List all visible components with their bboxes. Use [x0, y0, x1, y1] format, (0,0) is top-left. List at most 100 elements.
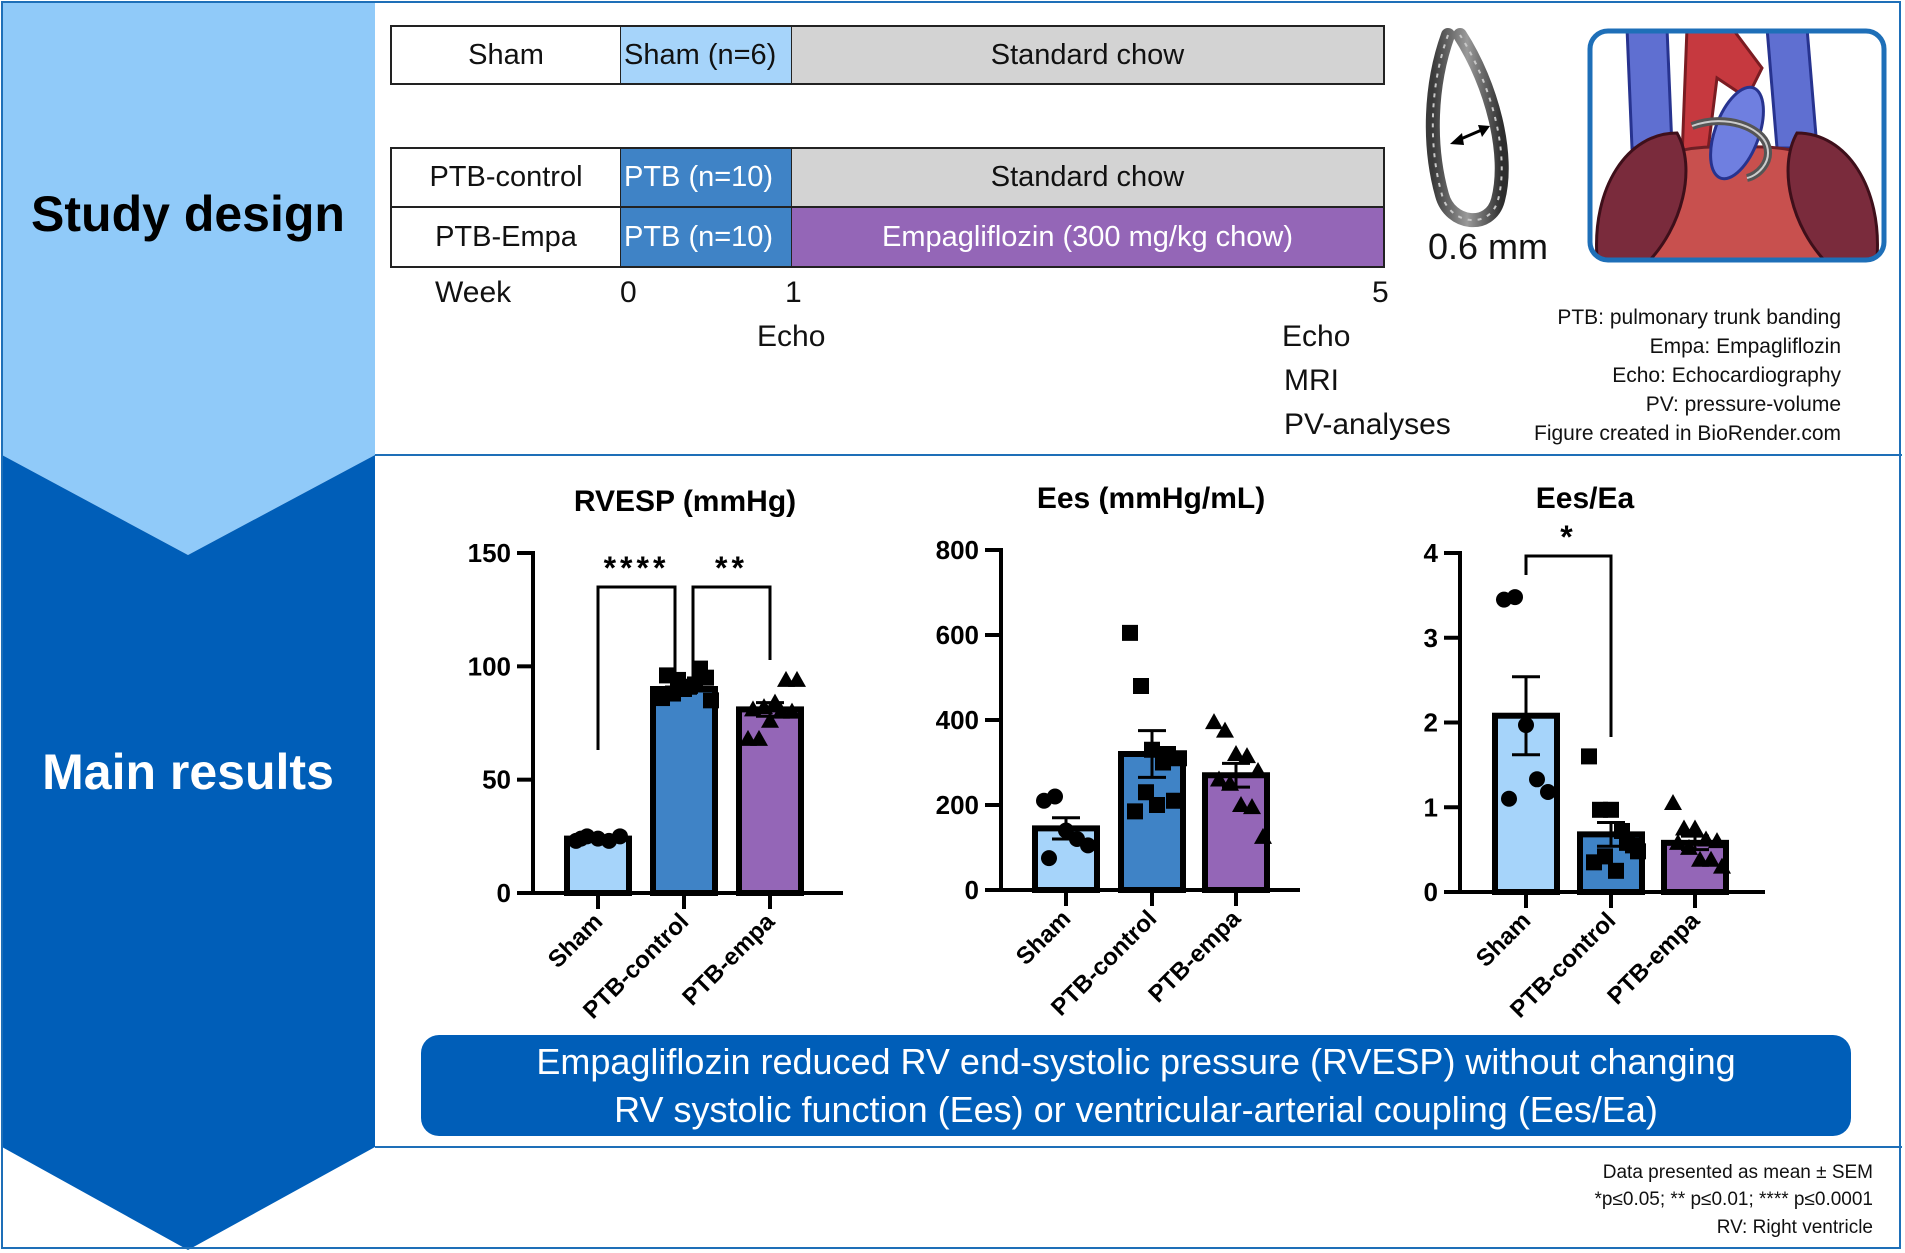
abbreviation: Empa: Empagliflozin	[1649, 335, 1841, 358]
conclusion-banner: Empagliflozin reduced RV end-systolic pr…	[421, 1035, 1851, 1136]
group-label: Sham	[392, 27, 621, 83]
data-point	[1603, 801, 1619, 818]
y-tick-label: 2	[1424, 708, 1438, 738]
data-point	[1210, 770, 1228, 787]
x-tick-label: Sham	[1011, 905, 1076, 970]
phase-diet: Empagliflozin (300 mg/kg chow)	[792, 208, 1383, 266]
phase-surgery: Sham (n=6)	[621, 27, 792, 83]
data-point	[1501, 790, 1517, 807]
week1-event: Echo	[757, 320, 826, 353]
data-point	[1669, 833, 1687, 850]
group-label: PTB-control	[392, 149, 621, 206]
phase-diet: Standard chow	[792, 149, 1383, 206]
y-tick-label: 200	[936, 790, 979, 820]
data-point	[1047, 788, 1063, 805]
x-tick-label: Sham	[1471, 907, 1536, 972]
abbreviation: Echo: Echocardiography	[1612, 364, 1841, 387]
data-point	[1702, 850, 1720, 867]
data-point	[1133, 678, 1149, 694]
bar-ptb-empa	[736, 706, 804, 897]
footnote: *p≤0.05; ** p≤0.01; **** p≤0.0001	[1594, 1189, 1874, 1210]
data-point	[1697, 830, 1715, 847]
main-results-label: Main results	[42, 744, 334, 800]
section-chevrons	[2, 2, 375, 1250]
timeline-row-sham: Sham Sham (n=6) Standard chow	[390, 25, 1385, 85]
section-divider-top	[375, 454, 1902, 456]
band-photo	[1425, 28, 1509, 228]
chart-title: Ees/Ea	[1536, 482, 1635, 515]
data-point	[1630, 843, 1646, 860]
chart-title: Ees (mmHg/mL)	[1037, 482, 1265, 515]
x-tick-label: Sham	[543, 908, 608, 973]
data-point	[1149, 797, 1165, 813]
data-point	[1249, 762, 1267, 778]
data-point	[1540, 783, 1556, 800]
data-point	[1127, 803, 1143, 820]
week5-event: MRI	[1284, 364, 1339, 397]
data-point	[761, 711, 779, 728]
y-tick-label: 50	[482, 765, 511, 795]
y-tick-label: 150	[468, 538, 511, 568]
data-point	[1138, 784, 1154, 801]
y-tick-label: 0	[497, 878, 511, 908]
week-label: Week	[435, 276, 512, 309]
y-tick-label: 600	[936, 620, 979, 650]
double-arrow-icon	[1450, 125, 1490, 145]
data-point	[612, 828, 628, 845]
data-point	[1171, 750, 1187, 767]
data-point	[1243, 798, 1261, 815]
x-tick-label: PTB-empa	[1143, 905, 1246, 1008]
section-divider-bottom	[375, 1146, 1902, 1148]
data-point	[1216, 721, 1234, 738]
data-point	[1254, 827, 1272, 844]
y-tick-label: 1	[1424, 792, 1438, 822]
chart-title: RVESP (mmHg)	[574, 485, 796, 518]
y-tick-label: 3	[1424, 623, 1438, 653]
data-point	[1205, 713, 1223, 730]
phase-surgery: PTB (n=10)	[621, 149, 792, 206]
y-tick-label: 4	[1424, 538, 1439, 568]
y-tick-label: 800	[936, 535, 979, 565]
week-5: 5	[1372, 276, 1389, 309]
x-tick-label: PTB-empa	[677, 908, 780, 1011]
data-point	[1581, 748, 1597, 765]
data-point	[1227, 745, 1245, 761]
data-point	[750, 729, 768, 746]
y-tick-label: 400	[936, 705, 979, 735]
y-tick-label: 0	[965, 875, 979, 905]
y-tick-label: 0	[1424, 877, 1438, 907]
week5-event: Echo	[1282, 320, 1351, 353]
significance-bracket	[596, 585, 677, 750]
data-point	[788, 670, 806, 687]
data-point	[1713, 857, 1731, 874]
data-point	[1608, 862, 1624, 879]
data-point	[1041, 850, 1057, 867]
x-tick-label: PTB-empa	[1602, 907, 1705, 1010]
data-point	[1529, 771, 1545, 788]
data-point	[783, 702, 801, 719]
week-0: 0	[620, 276, 637, 309]
significance-label: *	[1560, 519, 1576, 555]
heart-illustration	[1587, 28, 1887, 263]
data-point	[1238, 747, 1256, 764]
abbreviation: PV: pressure-volume	[1645, 393, 1841, 416]
week5-event: PV-analyses	[1284, 408, 1451, 441]
significance-bracket	[1524, 554, 1613, 737]
data-point	[1686, 819, 1704, 836]
study-design-chevron	[2, 2, 375, 555]
week-1: 1	[785, 276, 802, 309]
group-label: PTB-Empa	[392, 208, 621, 266]
data-point	[1664, 794, 1682, 811]
data-point	[703, 692, 719, 709]
band-caption: 0.6 mm	[1428, 226, 1549, 267]
main-results-chevron	[2, 455, 375, 1250]
footnote: Data presented as mean ± SEM	[1602, 1162, 1873, 1183]
significance-bracket	[691, 585, 772, 692]
bar-ptb-control	[650, 686, 718, 896]
data-point	[1122, 624, 1138, 641]
bar-ptb-empa	[1202, 772, 1270, 893]
abbreviation: PTB: pulmonary trunk banding	[1557, 306, 1841, 329]
timeline-row-ptb-empa: PTB-Empa PTB (n=10) Empagliflozin (300 m…	[390, 206, 1385, 268]
